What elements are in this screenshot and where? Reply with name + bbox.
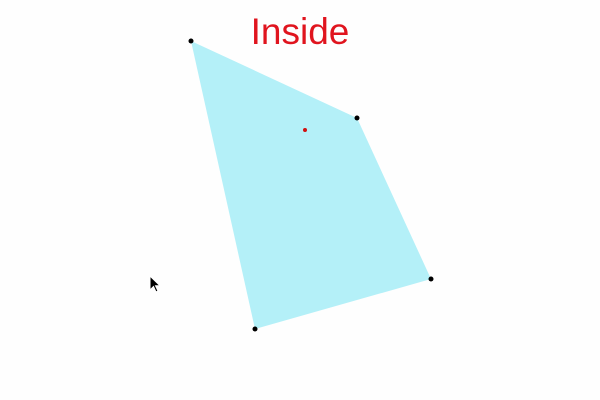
polygon-vertex-4[interactable] bbox=[252, 326, 258, 332]
polygon-vertex-2[interactable] bbox=[354, 115, 360, 121]
polygon-shape bbox=[191, 41, 431, 329]
polygon-vertex-3[interactable] bbox=[428, 276, 434, 282]
test-point bbox=[303, 128, 307, 132]
status-label: Inside bbox=[250, 11, 350, 52]
polygon-vertices bbox=[188, 38, 434, 332]
mouse-pointer-icon bbox=[149, 274, 162, 293]
polygon-vertex-1[interactable] bbox=[188, 38, 194, 44]
